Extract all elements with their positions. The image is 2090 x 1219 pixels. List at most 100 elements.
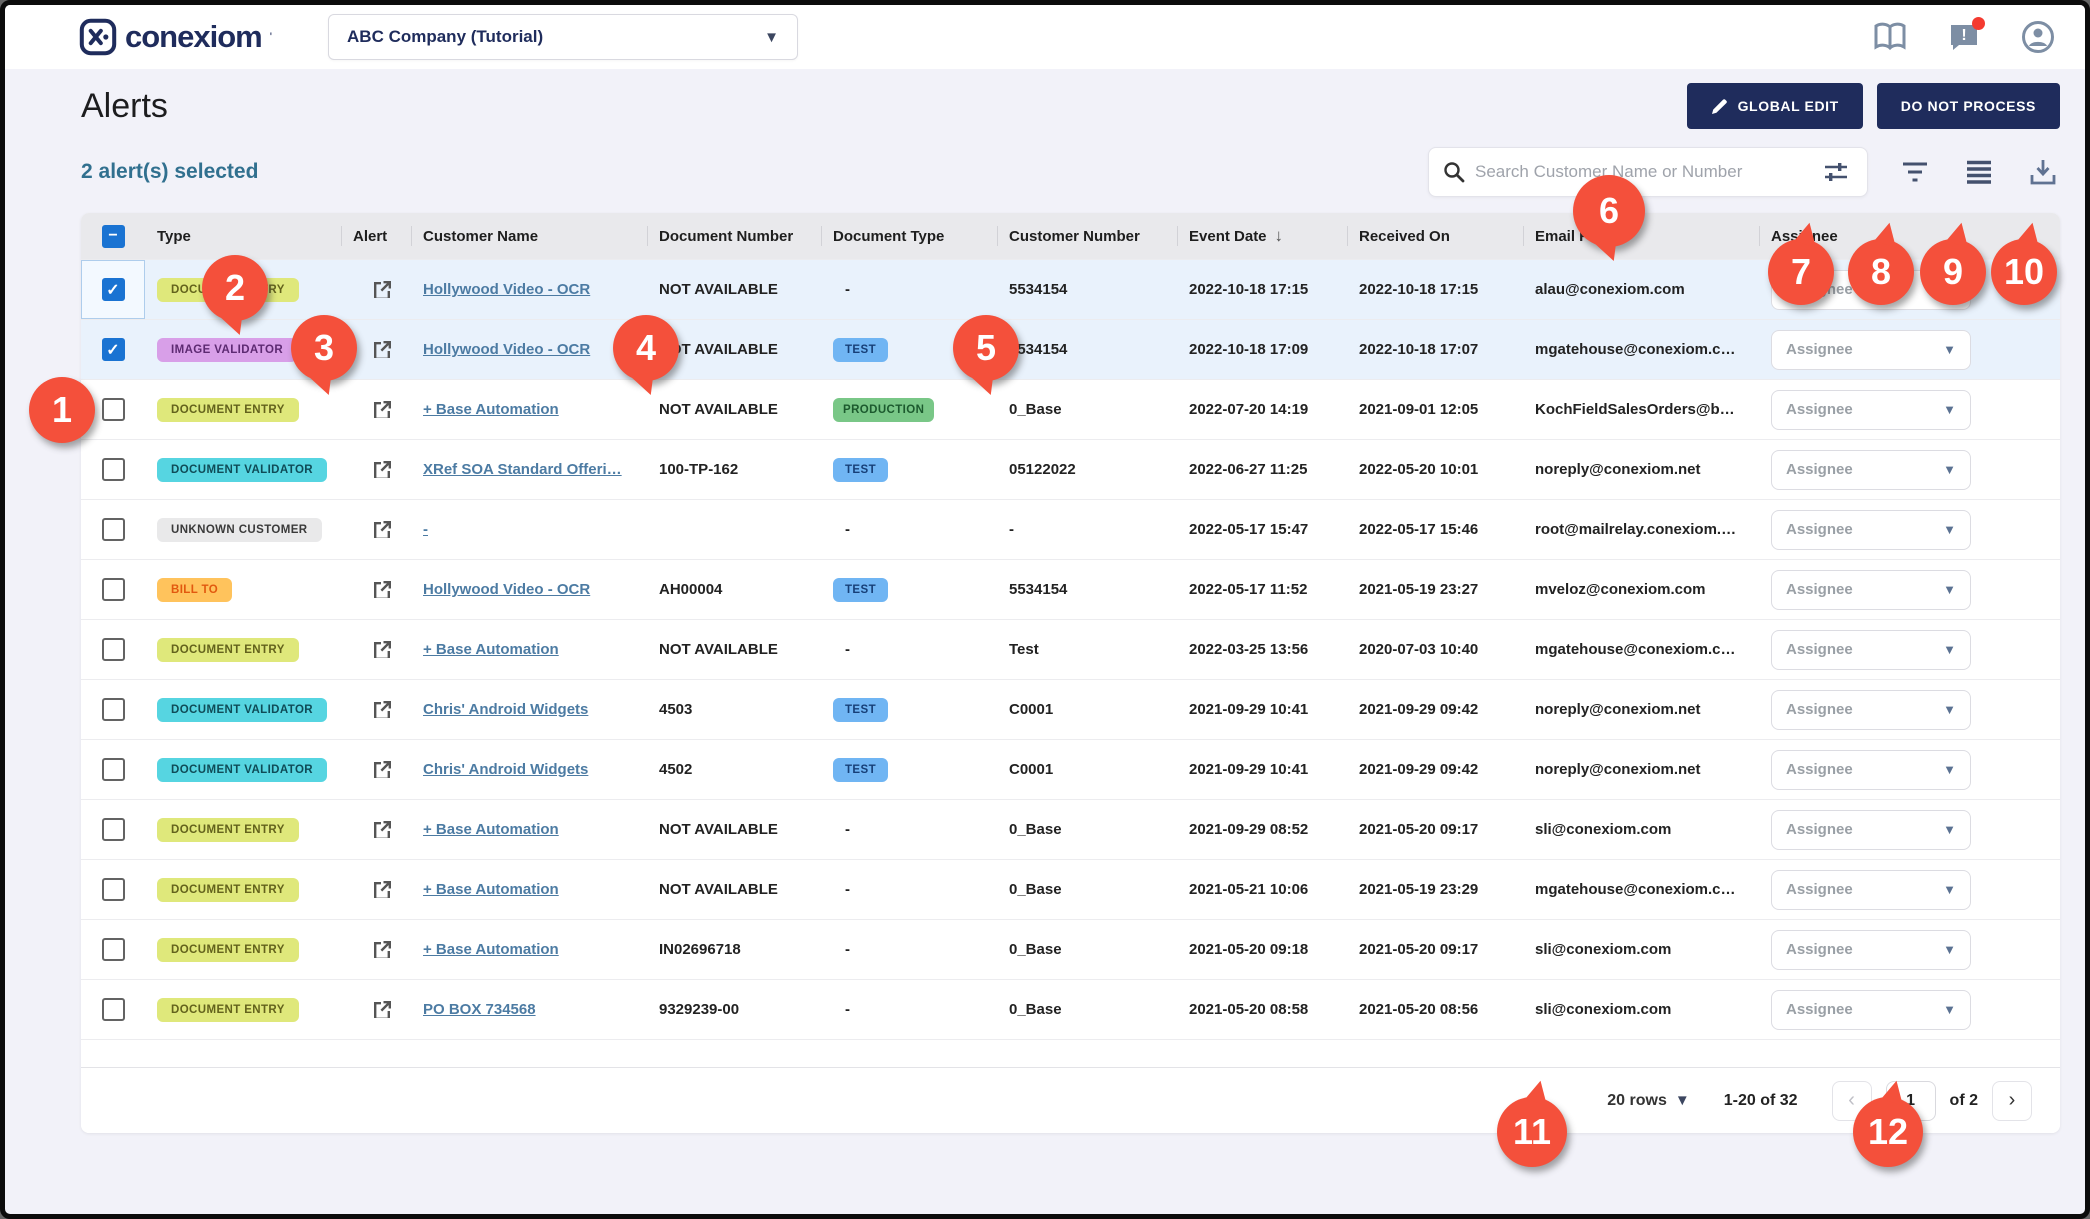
customer-name-link[interactable]: - <box>423 521 428 538</box>
open-alert-icon[interactable] <box>370 578 394 602</box>
row-checkbox[interactable] <box>102 518 125 541</box>
document-number-cell: NOT AVAILABLE <box>647 821 821 838</box>
email-from-cell: sli@conexiom.com <box>1523 1001 1759 1018</box>
open-alert-icon[interactable] <box>370 758 394 782</box>
assignee-dropdown[interactable]: Assignee ▼ <box>1771 570 1971 610</box>
row-density-icon[interactable] <box>1962 155 1996 189</box>
alert-cell <box>341 578 411 602</box>
customer-name-link[interactable]: + Base Automation <box>423 641 559 658</box>
customer-name-link[interactable]: Chris' Android Widgets <box>423 761 588 778</box>
open-alert-icon[interactable] <box>370 698 394 722</box>
customer-number-cell: 0_Base <box>997 401 1177 418</box>
event-date-cell: 2021-05-20 08:58 <box>1177 1001 1347 1018</box>
search-input[interactable] <box>1475 162 1809 182</box>
column-header-document-number[interactable]: Document Number <box>647 213 821 259</box>
assignee-dropdown[interactable]: Assignee ▼ <box>1771 750 1971 790</box>
open-alert-icon[interactable] <box>370 638 394 662</box>
open-alert-icon[interactable] <box>370 398 394 422</box>
download-icon[interactable] <box>2026 155 2060 189</box>
customer-name-link[interactable]: Chris' Android Widgets <box>423 701 588 718</box>
row-checkbox[interactable] <box>102 638 125 661</box>
assignee-dropdown[interactable]: Assignee ▼ <box>1771 870 1971 910</box>
assignee-dropdown[interactable]: Assignee ▼ <box>1771 990 1971 1030</box>
column-header-type[interactable]: Type <box>145 213 341 259</box>
row-checkbox[interactable] <box>102 818 125 841</box>
column-header-customer-number[interactable]: Customer Number <box>997 213 1177 259</box>
next-page-button[interactable]: › <box>1992 1081 2032 1121</box>
email-from-cell: mgatehouse@conexiom.c… <box>1523 881 1759 898</box>
assignee-cell: Assignee ▼ <box>1759 810 2060 850</box>
open-alert-icon[interactable] <box>370 458 394 482</box>
assignee-dropdown[interactable]: Assignee ▼ <box>1771 690 1971 730</box>
assignee-dropdown[interactable]: Assignee ▼ <box>1771 930 1971 970</box>
open-alert-icon[interactable] <box>370 338 394 362</box>
column-header-alert[interactable]: Alert <box>341 213 411 259</box>
assignee-dropdown[interactable]: Assignee ▼ <box>1771 450 1971 490</box>
chevron-down-icon: ▼ <box>1943 882 1956 897</box>
open-alert-icon[interactable] <box>370 818 394 842</box>
assignee-dropdown[interactable]: Assignee ▼ <box>1771 810 1971 850</box>
row-checkbox[interactable] <box>102 398 125 421</box>
row-checkbox-cell <box>81 860 145 919</box>
select-all-checkbox[interactable]: − <box>102 225 125 248</box>
column-header-customer-name[interactable]: Customer Name <box>411 213 647 259</box>
app-window: conexiom' ABC Company (Tutorial) ▼ ! Ale… <box>0 0 2090 1219</box>
document-number-cell: NOT AVAILABLE <box>647 641 821 658</box>
column-header-event-date[interactable]: Event Date↓ <box>1177 213 1347 259</box>
customer-name-link[interactable]: Hollywood Video - OCR <box>423 581 590 598</box>
column-header-label: Document Type <box>833 228 944 245</box>
do-not-process-label: DO NOT PROCESS <box>1901 98 2036 114</box>
do-not-process-button[interactable]: DO NOT PROCESS <box>1877 83 2060 129</box>
customer-name-link[interactable]: Hollywood Video - OCR <box>423 281 590 298</box>
customer-name-link[interactable]: + Base Automation <box>423 821 559 838</box>
column-header-label: Customer Number <box>1009 228 1140 245</box>
account-icon[interactable] <box>2021 20 2055 54</box>
customer-name-link[interactable]: XRef SOA Standard Offeri… <box>423 461 622 478</box>
assignee-placeholder: Assignee <box>1786 1001 1853 1018</box>
customer-name-link[interactable]: + Base Automation <box>423 941 559 958</box>
row-checkbox[interactable] <box>102 998 125 1021</box>
row-checkbox[interactable] <box>102 758 125 781</box>
customer-name-link[interactable]: + Base Automation <box>423 401 559 418</box>
row-checkbox[interactable]: ✓ <box>102 278 125 301</box>
annotation-callout-5: 5 <box>953 315 1019 381</box>
assignee-dropdown[interactable]: Assignee ▼ <box>1771 510 1971 550</box>
global-edit-button[interactable]: GLOBAL EDIT <box>1687 83 1863 129</box>
open-alert-icon[interactable] <box>370 278 394 302</box>
alerts-table: − TypeAlertCustomer NameDocument Number D… <box>81 213 2060 1133</box>
assignee-dropdown[interactable]: Assignee ▼ <box>1771 630 1971 670</box>
alert-cell <box>341 878 411 902</box>
customer-name-link[interactable]: + Base Automation <box>423 881 559 898</box>
row-checkbox[interactable] <box>102 878 125 901</box>
customer-name-cell: + Base Automation <box>411 941 647 958</box>
customer-number-cell: 0_Base <box>997 1001 1177 1018</box>
documentation-icon[interactable] <box>1873 20 1907 54</box>
filter-icon[interactable] <box>1898 155 1932 189</box>
customer-name-link[interactable]: PO BOX 734568 <box>423 1001 536 1018</box>
email-from-cell: noreply@conexiom.net <box>1523 761 1759 778</box>
assignee-dropdown[interactable]: Assignee ▼ <box>1771 390 1971 430</box>
customer-name-link[interactable]: Hollywood Video - OCR <box>423 341 590 358</box>
assignee-dropdown[interactable]: Assignee ▼ <box>1771 330 1971 370</box>
email-from-cell: mgatehouse@conexiom.c… <box>1523 641 1759 658</box>
table-row: UNKNOWN CUSTOMER - - - 2022-05-17 15:47 … <box>81 499 2060 559</box>
column-header-received-on[interactable]: Received On <box>1347 213 1523 259</box>
row-checkbox[interactable] <box>102 698 125 721</box>
row-checkbox[interactable] <box>102 458 125 481</box>
open-alert-icon[interactable] <box>370 938 394 962</box>
advanced-search-icon[interactable] <box>1819 155 1853 189</box>
rows-per-page-dropdown[interactable]: 20 rows ▼ <box>1607 1092 1689 1110</box>
chevron-down-icon: ▼ <box>1943 402 1956 417</box>
assignee-cell: Assignee ▼ <box>1759 450 2060 490</box>
row-checkbox[interactable]: ✓ <box>102 338 125 361</box>
open-alert-icon[interactable] <box>370 878 394 902</box>
row-checkbox[interactable] <box>102 578 125 601</box>
open-alert-icon[interactable] <box>370 518 394 542</box>
notifications-icon[interactable]: ! <box>1947 20 1981 54</box>
chevron-down-icon: ▼ <box>1943 822 1956 837</box>
document-type-badge: PRODUCTION <box>833 398 934 422</box>
row-checkbox[interactable] <box>102 938 125 961</box>
open-alert-icon[interactable] <box>370 998 394 1022</box>
column-header-document-type[interactable]: Document Type <box>821 213 997 259</box>
company-selector[interactable]: ABC Company (Tutorial) ▼ <box>328 14 798 60</box>
